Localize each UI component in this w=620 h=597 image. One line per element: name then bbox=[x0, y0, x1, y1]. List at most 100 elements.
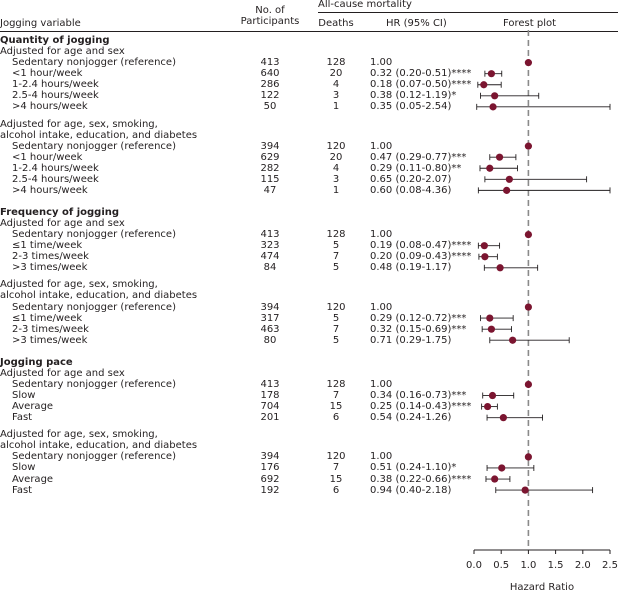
header-group-rule bbox=[318, 12, 618, 13]
row-hr-ci: 0.51 (0.24-1.10)* bbox=[370, 462, 457, 474]
row-hr-ci: 0.54 (0.24-1.26) bbox=[370, 412, 452, 424]
row-hr-ci: 0.32 (0.15-0.69)*** bbox=[370, 323, 467, 335]
row-label: >3 times/week bbox=[12, 262, 88, 274]
row-hr-ci: 0.29 (0.11-0.80)** bbox=[370, 162, 462, 174]
row-label: Fast bbox=[12, 412, 33, 424]
row-label: Slow bbox=[12, 462, 36, 474]
row-label: <1 hour/week bbox=[12, 151, 83, 163]
header-bottom-rule bbox=[0, 31, 618, 32]
row-deaths: 7 bbox=[332, 323, 340, 335]
row-label: Average bbox=[12, 473, 54, 485]
row-hr-ci: 0.60 (0.08-4.36) bbox=[370, 184, 452, 196]
row-label: Sedentary nonjogger (reference) bbox=[12, 378, 176, 390]
row-deaths: 6 bbox=[332, 412, 340, 424]
row-hr-ci: 0.71 (0.29-1.75) bbox=[370, 334, 452, 346]
section-title: Quantity of jogging bbox=[0, 35, 110, 46]
hr-point bbox=[487, 325, 496, 333]
row-hr-ci: 0.19 (0.08-0.47)**** bbox=[370, 240, 472, 252]
row-participants: 122 bbox=[260, 90, 280, 102]
row-participants: 80 bbox=[263, 334, 277, 346]
model-label: alcohol intake, education, and diabetes bbox=[0, 290, 198, 302]
row-deaths: 7 bbox=[332, 462, 340, 474]
hr-point bbox=[491, 92, 499, 100]
hr-point bbox=[524, 380, 533, 389]
row-hr-ci: 0.65 (0.20-2.07) bbox=[370, 173, 452, 185]
x-tick-label: 1.0 bbox=[520, 560, 536, 571]
hr-point bbox=[487, 70, 496, 78]
row-label: 2-3 times/week bbox=[12, 323, 89, 335]
row-participants: 394 bbox=[260, 451, 280, 463]
hr-point bbox=[524, 142, 533, 150]
row-deaths: 4 bbox=[332, 162, 340, 174]
row-deaths: 7 bbox=[332, 390, 340, 402]
hr-point bbox=[480, 81, 488, 89]
hr-point bbox=[489, 103, 497, 111]
row-deaths: 5 bbox=[332, 262, 340, 274]
hr-point bbox=[521, 486, 529, 494]
hr-point bbox=[495, 153, 504, 161]
row-label: >4 hours/week bbox=[12, 184, 88, 196]
row-hr-ci: 0.47 (0.29-0.77)*** bbox=[370, 151, 467, 163]
header-all-cause-mortality: All-cause mortality bbox=[318, 0, 412, 10]
row-participants: 704 bbox=[260, 401, 280, 413]
row-deaths: 3 bbox=[332, 90, 340, 102]
row-deaths: 5 bbox=[332, 334, 340, 346]
hr-point bbox=[481, 253, 489, 261]
hr-point bbox=[524, 59, 533, 67]
row-hr-ci: 0.34 (0.16-0.73)*** bbox=[370, 390, 467, 402]
row-participants: 394 bbox=[260, 140, 280, 152]
row-deaths: 15 bbox=[329, 401, 343, 413]
row-label: ≤1 time/week bbox=[12, 312, 83, 324]
row-participants: 286 bbox=[260, 79, 280, 91]
row-deaths: 20 bbox=[329, 68, 343, 80]
row-deaths: 128 bbox=[326, 378, 346, 390]
row-label: ≤1 time/week bbox=[12, 240, 83, 252]
model-label: Adjusted for age and sex bbox=[0, 46, 125, 58]
model-label: Adjusted for age and sex bbox=[0, 218, 125, 230]
row-participants: 115 bbox=[260, 173, 280, 185]
row-deaths: 120 bbox=[326, 301, 346, 313]
row-hr-ci: 0.38 (0.12-1.19)* bbox=[370, 90, 457, 102]
x-tick-label: 0.0 bbox=[466, 560, 482, 571]
row-label: 2.5-4 hours/week bbox=[12, 90, 99, 102]
row-deaths: 120 bbox=[326, 140, 346, 152]
row-hr-ci: 0.38 (0.22-0.66)**** bbox=[370, 473, 472, 485]
row-participants: 317 bbox=[260, 312, 280, 324]
hr-point bbox=[486, 314, 494, 322]
row-participants: 692 bbox=[260, 473, 280, 485]
hr-point bbox=[480, 242, 488, 250]
row-hr-ci: 0.94 (0.40-2.18) bbox=[370, 484, 452, 496]
row-deaths: 1 bbox=[332, 101, 340, 113]
row-participants: 463 bbox=[260, 323, 280, 335]
row-label: 1-2.4 hours/week bbox=[12, 162, 99, 174]
section-title: Jogging pace bbox=[0, 356, 73, 368]
row-hr-ci: 0.18 (0.07-0.50)**** bbox=[370, 79, 472, 91]
row-label: 2.5-4 hours/week bbox=[12, 173, 99, 185]
model-label: Adjusted for age, sex, smoking, bbox=[0, 118, 158, 130]
header-participants-line1: No. of bbox=[255, 5, 285, 16]
row-participants: 84 bbox=[263, 262, 277, 274]
hr-point bbox=[488, 391, 497, 400]
row-participants: 178 bbox=[260, 390, 280, 402]
hr-point bbox=[503, 186, 511, 194]
row-hr-ci: 0.48 (0.19-1.17) bbox=[370, 262, 452, 274]
row-label: Sedentary nonjogger (reference) bbox=[12, 229, 176, 241]
hr-point bbox=[491, 475, 499, 483]
row-hr-ci: 1.00 bbox=[370, 229, 393, 241]
row-participants: 50 bbox=[263, 101, 277, 113]
row-hr-ci: 1.00 bbox=[370, 140, 393, 152]
model-label: alcohol intake, education, and diabetes bbox=[0, 129, 198, 141]
hr-point bbox=[496, 264, 504, 272]
hr-point bbox=[484, 402, 492, 411]
hr-point bbox=[524, 303, 533, 311]
row-hr-ci: 1.00 bbox=[370, 378, 393, 390]
row-participants: 192 bbox=[260, 484, 280, 496]
hr-point bbox=[486, 164, 494, 172]
row-participants: 413 bbox=[260, 229, 280, 241]
header-jogging-variable: Jogging variable bbox=[0, 18, 81, 29]
hr-point bbox=[524, 231, 533, 239]
row-deaths: 6 bbox=[332, 484, 340, 496]
section-title: Frequency of jogging bbox=[0, 206, 120, 218]
row-deaths: 120 bbox=[326, 451, 346, 463]
